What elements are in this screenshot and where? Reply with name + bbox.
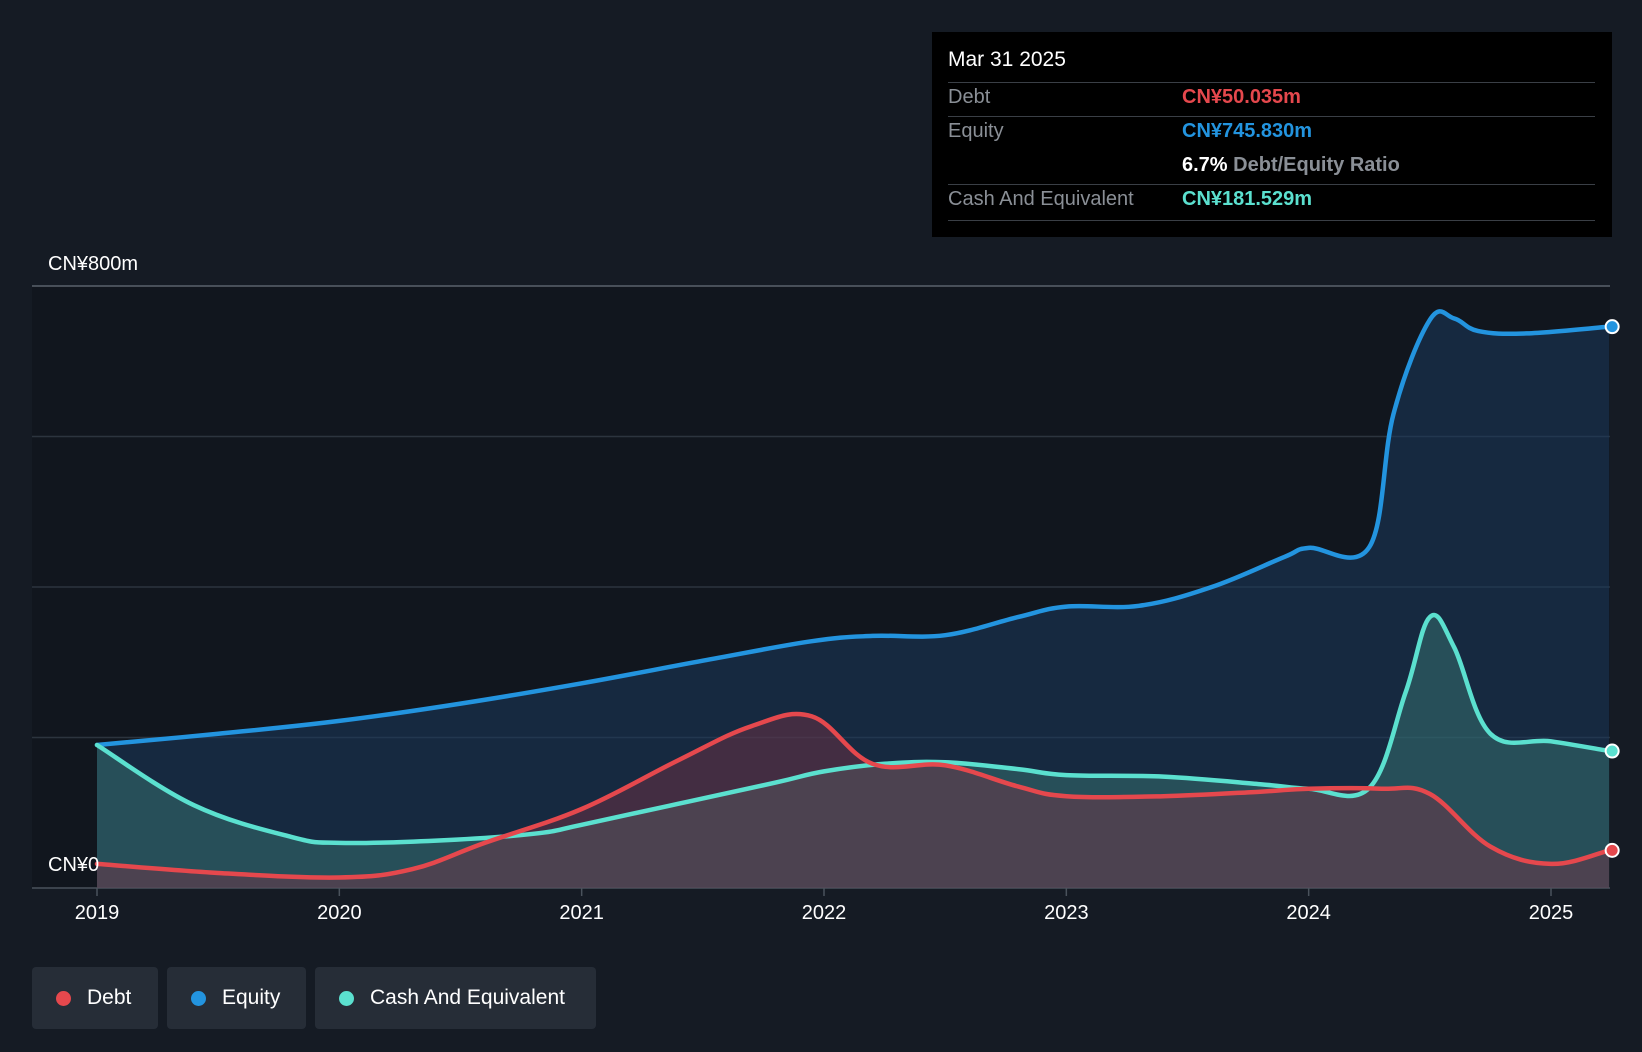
equity-dot-icon <box>191 990 206 1006</box>
tooltip-debt-value: CN¥50.035m <box>1182 86 1301 108</box>
x-tick-label: 2021 <box>559 902 604 924</box>
y-axis-bottom-label: CN¥0 <box>48 854 99 876</box>
chart-legend: Debt Equity Cash And Equivalent <box>32 967 596 1029</box>
legend-item-equity[interactable]: Equity <box>167 967 306 1029</box>
equity-area <box>97 311 1610 888</box>
equity-line <box>94 309 1612 748</box>
legend-debt-label: Debt <box>87 986 132 1009</box>
legend-cash-label: Cash And Equivalent <box>370 986 565 1009</box>
x-tick-label: 2022 <box>802 902 847 924</box>
tooltip-row-debt: Debt CN¥50.035m <box>948 82 1595 116</box>
tooltip-cash-value: CN¥181.529m <box>1182 188 1313 210</box>
legend-item-cash[interactable]: Cash And Equivalent <box>315 967 596 1029</box>
tooltip-divider <box>948 184 1595 185</box>
y-axis-top-label: CN¥800m <box>48 253 138 275</box>
tooltip-ratio-label: Debt/Equity Ratio <box>1233 154 1400 176</box>
debt-end-marker <box>1604 842 1620 858</box>
tooltip-divider <box>948 82 1595 83</box>
debt-dot-icon <box>56 990 71 1006</box>
tooltip-row-ratio: 6.7% Debt/Equity Ratio <box>948 150 1595 184</box>
x-tick-label: 2019 <box>75 902 120 924</box>
tooltip-debt-label: Debt <box>948 86 991 108</box>
debt-area <box>97 714 1610 888</box>
debt-line <box>94 711 1612 880</box>
tooltip-row-cash: Cash And Equivalent CN¥181.529m <box>948 184 1595 218</box>
tooltip-date: Mar 31 2025 <box>948 48 1066 71</box>
tooltip-row-equity: Equity CN¥745.830m <box>948 116 1595 150</box>
x-tick-label: 2023 <box>1044 902 1089 924</box>
cash-and-equivalent-area <box>97 615 1610 888</box>
tooltip-ratio-value: 6.7% <box>1182 154 1228 176</box>
tooltip-equity-label: Equity <box>948 120 1004 142</box>
cash-and-equivalent-line <box>94 612 1612 846</box>
x-tick-label: 2024 <box>1286 902 1331 924</box>
data-tooltip: Mar 31 2025 Debt CN¥50.035m Equity CN¥74… <box>932 32 1612 237</box>
legend-item-debt[interactable]: Debt <box>32 967 158 1029</box>
x-tick-label: 2025 <box>1529 902 1574 924</box>
legend-equity-label: Equity <box>222 986 281 1009</box>
cash-and-equivalent-end-marker <box>1604 743 1620 759</box>
equity-end-marker <box>1604 319 1620 335</box>
x-tick-label: 2020 <box>317 902 362 924</box>
debt-equity-chart: 2019 2020 2021 2022 2023 2024 2025 CN¥800m CN¥… <box>32 253 1620 924</box>
tooltip-ratio: 6.7% Debt/Equity Ratio <box>1182 154 1400 177</box>
tooltip-equity-value: CN¥745.830m <box>1182 120 1313 142</box>
cash-dot-icon <box>339 990 354 1006</box>
tooltip-divider <box>948 116 1595 117</box>
tooltip-divider <box>948 220 1595 221</box>
tooltip-cash-label: Cash And Equivalent <box>948 188 1134 210</box>
